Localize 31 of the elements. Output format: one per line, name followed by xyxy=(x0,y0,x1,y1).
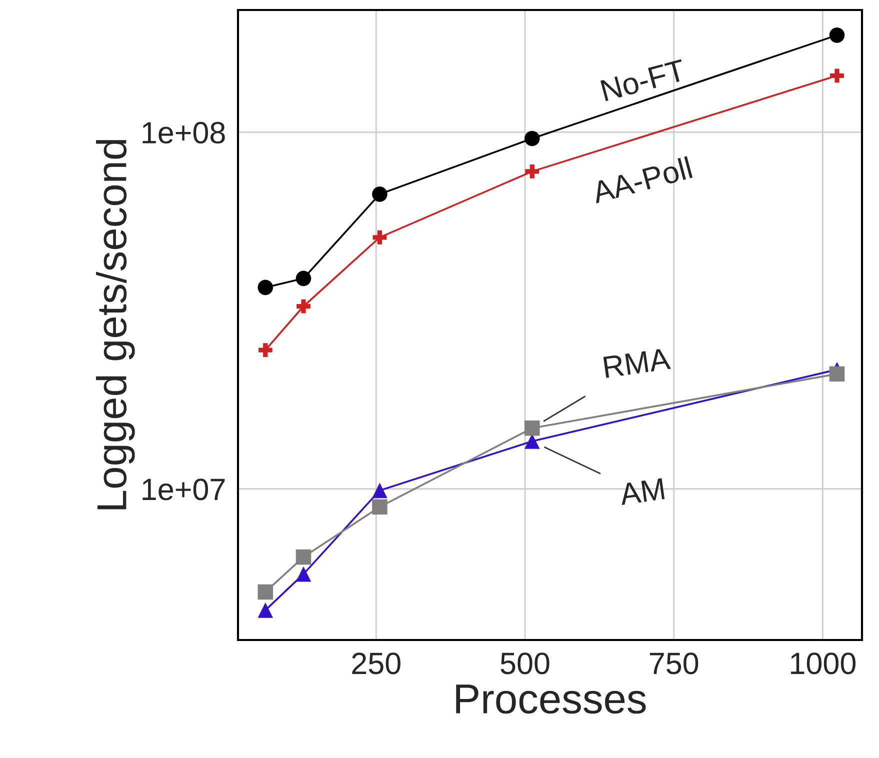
point xyxy=(372,499,388,515)
point xyxy=(258,584,274,600)
point xyxy=(524,130,540,146)
point xyxy=(372,482,388,498)
point xyxy=(258,343,272,357)
point xyxy=(829,28,845,43)
point xyxy=(296,270,312,286)
text: AM xyxy=(618,478,665,506)
x-tick-label: 500 xyxy=(500,652,550,674)
point xyxy=(296,549,312,565)
x-tick-label: 1000 xyxy=(791,652,856,674)
point xyxy=(296,299,310,314)
y-tick-label: 1e+07 xyxy=(142,478,225,500)
point xyxy=(372,186,388,202)
y-axis-title: Logged gets/second xyxy=(96,140,135,510)
text: RMA xyxy=(603,348,671,378)
point xyxy=(524,420,540,436)
y-tick-label: 1e+08 xyxy=(142,122,225,144)
point xyxy=(830,68,844,83)
point xyxy=(525,164,540,178)
point xyxy=(829,366,845,382)
x-tick-label: 750 xyxy=(650,652,698,674)
point xyxy=(258,280,274,296)
point xyxy=(524,434,540,449)
x-tick-label: 250 xyxy=(352,652,400,674)
point xyxy=(372,230,387,244)
point xyxy=(296,566,312,582)
text: AA-Poll xyxy=(590,156,693,204)
point xyxy=(258,602,274,618)
text: No-FT xyxy=(600,59,687,102)
x-axis-title: Processes xyxy=(456,684,646,714)
